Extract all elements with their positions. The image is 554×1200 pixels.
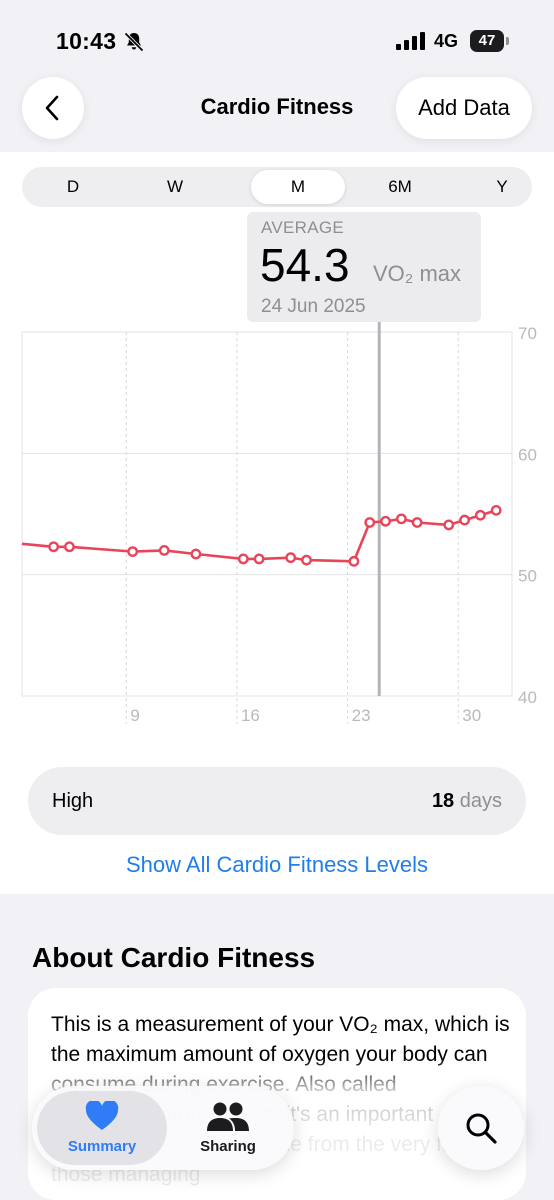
average-callout: AVERAGE 54.3 VO₂ max 24 Jun 2025 bbox=[247, 212, 481, 322]
bell-slash-icon bbox=[124, 32, 144, 52]
segment-selection-indicator bbox=[251, 170, 345, 204]
chevron-left-icon bbox=[45, 95, 59, 121]
battery-level: 47 bbox=[478, 32, 496, 49]
heart-icon bbox=[85, 1101, 119, 1130]
show-all-levels-link[interactable]: Show All Cardio Fitness Levels bbox=[125, 852, 429, 877]
data-point bbox=[158, 544, 170, 556]
high-level-row[interactable]: High 18 days bbox=[28, 767, 526, 835]
data-point bbox=[48, 541, 60, 553]
tab-summary[interactable]: Summary bbox=[37, 1091, 167, 1165]
data-point bbox=[364, 517, 376, 528]
status-bar: 10:43 4G 47 bbox=[0, 0, 554, 80]
y-tick-label: 50 bbox=[518, 567, 537, 586]
back-button[interactable] bbox=[22, 77, 84, 139]
search-icon bbox=[466, 1113, 497, 1144]
x-tick-label: 9 bbox=[130, 706, 139, 725]
tab-bar: Summary Sharing bbox=[32, 1086, 294, 1170]
data-point bbox=[253, 553, 265, 565]
segment-year[interactable]: Y bbox=[496, 177, 508, 196]
data-point bbox=[459, 514, 470, 526]
data-point bbox=[237, 553, 249, 565]
data-point bbox=[301, 554, 312, 566]
data-point bbox=[490, 504, 502, 516]
add-data-button[interactable]: Add Data bbox=[396, 77, 532, 139]
battery-icon: 47 bbox=[470, 30, 510, 52]
x-tick-label: 23 bbox=[352, 706, 371, 725]
about-section-title: About Cardio Fitness bbox=[32, 942, 316, 973]
data-point bbox=[64, 541, 75, 553]
segment-week[interactable]: W bbox=[166, 177, 184, 196]
y-tick-label: 40 bbox=[518, 688, 537, 707]
segment-month[interactable]: M bbox=[290, 177, 306, 196]
time-range-segmented-control: D W M 6M Y bbox=[22, 167, 532, 207]
y-tick-label: 70 bbox=[518, 324, 537, 343]
tab-summary-label: Summary bbox=[67, 1138, 137, 1155]
data-point bbox=[285, 552, 297, 564]
x-tick-label: 16 bbox=[241, 706, 260, 725]
segment-day[interactable]: D bbox=[66, 177, 80, 196]
network-type: 4G bbox=[434, 31, 459, 51]
callout-unit: VO₂ max bbox=[373, 261, 461, 286]
people-icon bbox=[207, 1102, 249, 1131]
tab-sharing[interactable]: Sharing bbox=[167, 1091, 289, 1165]
vo2max-line-chart[interactable]: 70 60 50 40 9 16 23 30 bbox=[0, 322, 554, 732]
x-tick-label: 30 bbox=[462, 706, 481, 725]
data-point bbox=[474, 509, 486, 521]
high-level-value: 18 days bbox=[432, 767, 502, 835]
callout-label: AVERAGE bbox=[261, 218, 345, 237]
high-level-label: High bbox=[52, 790, 94, 812]
high-days-count: 18 bbox=[431, 790, 455, 812]
data-point bbox=[127, 546, 139, 558]
high-days-unit: days bbox=[459, 790, 502, 812]
data-point bbox=[443, 519, 455, 531]
data-point bbox=[380, 515, 391, 527]
data-point bbox=[395, 513, 407, 525]
data-point bbox=[411, 517, 423, 528]
callout-date: 24 Jun 2025 bbox=[261, 296, 366, 317]
cellular-signal-icon bbox=[396, 32, 425, 50]
data-point bbox=[190, 548, 202, 560]
segment-six-months[interactable]: 6M bbox=[388, 177, 412, 196]
callout-value: 54.3 bbox=[260, 239, 350, 291]
page-title: Cardio Fitness bbox=[200, 94, 354, 119]
y-tick-label: 60 bbox=[518, 445, 537, 464]
search-button[interactable] bbox=[438, 1086, 524, 1170]
data-point bbox=[348, 555, 360, 567]
tab-sharing-label: Sharing bbox=[200, 1138, 256, 1155]
status-time: 10:43 bbox=[56, 28, 117, 54]
